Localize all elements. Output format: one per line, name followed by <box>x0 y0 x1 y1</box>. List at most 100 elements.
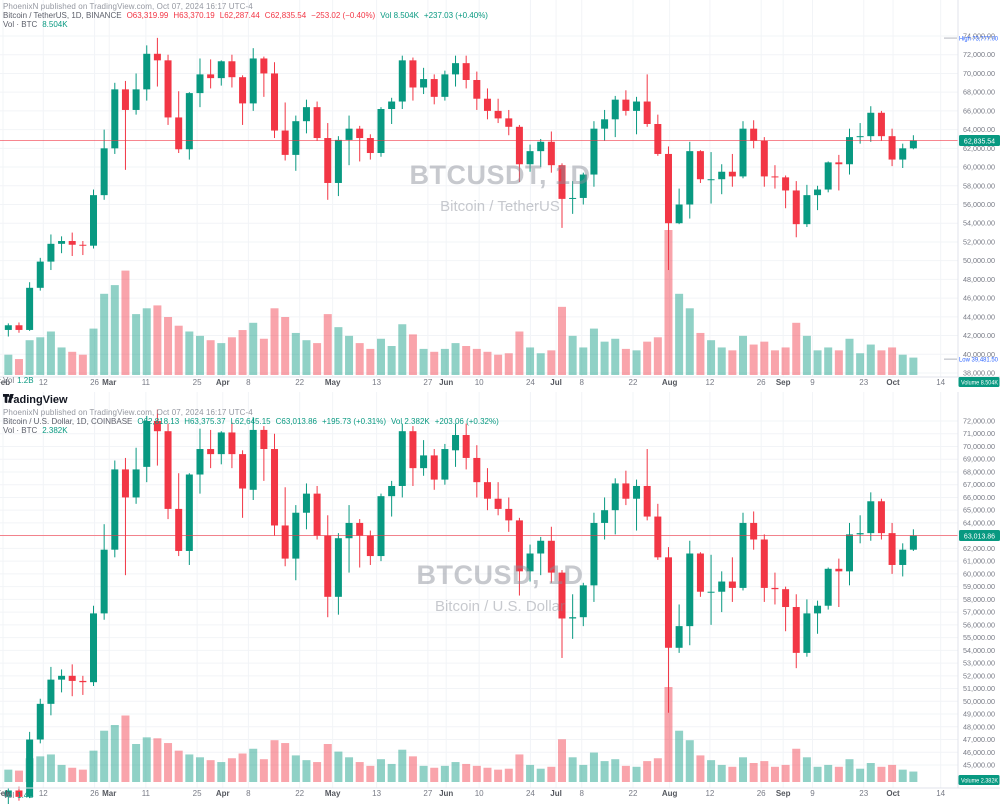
svg-text:70,000.00: 70,000.00 <box>963 69 995 78</box>
svg-text:13: 13 <box>372 789 381 798</box>
legend-token: O62,818.13 <box>137 417 180 426</box>
svg-text:27: 27 <box>423 789 432 798</box>
svg-text:69,000.00: 69,000.00 <box>963 455 995 464</box>
svg-text:Mar: Mar <box>102 789 116 798</box>
svg-text:Aug: Aug <box>662 378 678 387</box>
svg-text:Mar: Mar <box>102 378 116 387</box>
legend-line2: Vol · BTC 2.382K <box>3 426 73 435</box>
high-price-label: High 73,777.00 <box>944 37 999 43</box>
svg-text:12: 12 <box>39 378 48 387</box>
svg-text:Jun: Jun <box>439 378 453 387</box>
svg-text:67,000.00: 67,000.00 <box>963 480 995 489</box>
svg-text:42,000.00: 42,000.00 <box>963 331 995 340</box>
svg-text:49,000.00: 49,000.00 <box>963 710 995 719</box>
svg-text:Apr: Apr <box>216 789 230 798</box>
svg-text:May: May <box>325 378 341 387</box>
svg-text:52,000.00: 52,000.00 <box>963 671 995 680</box>
svg-text:53,000.00: 53,000.00 <box>963 659 995 668</box>
svg-text:56,000.00: 56,000.00 <box>963 620 995 629</box>
svg-text:8: 8 <box>579 789 584 798</box>
svg-text:38,000.00: 38,000.00 <box>963 369 995 378</box>
btcusdt-candlestick-chart[interactable]: 38,000.00 40,000.00 42,000.00 44,000.00 46,0… <box>0 0 1000 392</box>
legend-token: +203.06 (+0.32%) <box>434 417 499 426</box>
svg-text:50,000.00: 50,000.00 <box>963 256 995 265</box>
svg-text:Oct: Oct <box>886 789 900 798</box>
svg-text:Volume 8.504K: Volume 8.504K <box>961 380 999 387</box>
volume-bars <box>4 230 918 375</box>
time-scale[interactable]: Feb1226Mar1125Apr822May1327Jun1024Jul822… <box>0 789 946 798</box>
svg-text:44,000.00: 44,000.00 <box>963 312 995 321</box>
corner-volume-value: 1.2B <box>17 376 34 385</box>
volume-bars <box>4 687 918 782</box>
legend-line2: Vol · BTC 8.504K <box>3 20 73 29</box>
svg-text:46,000.00: 46,000.00 <box>963 294 995 303</box>
legend-token: Vol 8.504K <box>380 11 419 20</box>
svg-text:8: 8 <box>246 378 251 387</box>
corner-volume-title: Vol <box>3 376 15 385</box>
svg-text:22: 22 <box>629 789 638 798</box>
svg-text:26: 26 <box>757 378 766 387</box>
svg-text:27: 27 <box>423 378 432 387</box>
svg-text:Feb: Feb <box>0 789 10 798</box>
svg-text:8: 8 <box>246 789 251 798</box>
tradingview-logo[interactable]: TradingView <box>3 394 68 406</box>
last-price-badge: 62,835.54 <box>959 135 1000 147</box>
svg-text:70,000.00: 70,000.00 <box>963 442 995 451</box>
svg-text:74,000.00: 74,000.00 <box>963 32 995 41</box>
legend-token: H63,375.37 <box>184 417 226 426</box>
svg-text:59,000.00: 59,000.00 <box>963 582 995 591</box>
svg-text:9: 9 <box>810 378 815 387</box>
svg-text:64,000.00: 64,000.00 <box>963 518 995 527</box>
legend-token: L62,645.15 <box>230 417 271 426</box>
legend-token: Bitcoin / TetherUS, 1D, BINANCE <box>3 11 122 20</box>
svg-text:66,000.00: 66,000.00 <box>963 106 995 115</box>
btcusd-candlestick-chart[interactable]: 45,000.00 46,000.00 47,000.00 48,000.00 49,0… <box>0 392 1000 804</box>
svg-text:68,000.00: 68,000.00 <box>963 88 995 97</box>
svg-text:48,000.00: 48,000.00 <box>963 722 995 731</box>
price-scale[interactable]: 45,000.00 46,000.00 47,000.00 48,000.00 49,0… <box>963 417 995 770</box>
svg-text:23: 23 <box>859 789 868 798</box>
svg-text:51,000.00: 51,000.00 <box>963 684 995 693</box>
svg-text:72,000.00: 72,000.00 <box>963 50 995 59</box>
svg-text:58,000.00: 58,000.00 <box>963 595 995 604</box>
svg-text:13: 13 <box>372 378 381 387</box>
svg-text:Feb: Feb <box>0 378 10 387</box>
legend-token: 8.504K <box>42 20 68 29</box>
low-price-label: Low 39,481.50 <box>944 358 999 364</box>
svg-text:12: 12 <box>39 789 48 798</box>
svg-text:12: 12 <box>705 789 714 798</box>
svg-text:56,000.00: 56,000.00 <box>963 200 995 209</box>
svg-text:60,000.00: 60,000.00 <box>963 569 995 578</box>
time-scale[interactable]: Feb1226Mar1125Apr822May1327Jun1024Jul822… <box>0 378 946 387</box>
candles <box>4 409 917 804</box>
legend-token: Vol 2.382K <box>391 417 430 426</box>
legend-token: Bitcoin / U.S. Dollar, 1D, COINBASE <box>3 417 133 426</box>
chart-panel-btcusd: 45,000.00 46,000.00 47,000.00 48,000.00 49,0… <box>0 392 1000 804</box>
svg-text:40,000.00: 40,000.00 <box>963 350 995 359</box>
svg-text:63,013.86: 63,013.86 <box>964 533 995 540</box>
last-price-badge: 63,013.86 <box>959 529 1000 541</box>
legend-token: 2.382K <box>42 426 68 435</box>
candles <box>4 37 917 337</box>
svg-text:May: May <box>325 789 341 798</box>
attribution-text: PhoenixN published on TradingView.com, O… <box>3 2 253 11</box>
svg-text:64,000.00: 64,000.00 <box>963 125 995 134</box>
legend-token: +237.03 (+0.40%) <box>423 11 488 20</box>
legend-token: −253.02 (−0.40%) <box>311 11 376 20</box>
svg-text:71,000.00: 71,000.00 <box>963 429 995 438</box>
legend-token: Vol · BTC <box>3 426 38 435</box>
svg-text:55,000.00: 55,000.00 <box>963 633 995 642</box>
svg-text:8: 8 <box>579 378 584 387</box>
corner-volume-label: Vol 1.4B <box>3 791 34 800</box>
legend-token: C62,835.54 <box>264 11 307 20</box>
svg-text:52,000.00: 52,000.00 <box>963 237 995 246</box>
legend-line1: Bitcoin / U.S. Dollar, 1D, COINBASE O62,8… <box>3 417 504 426</box>
svg-text:48,000.00: 48,000.00 <box>963 275 995 284</box>
svg-text:26: 26 <box>757 789 766 798</box>
corner-volume-title: Vol <box>3 791 15 800</box>
legend-token: H63,370.19 <box>173 11 215 20</box>
price-scale[interactable]: 38,000.00 40,000.00 42,000.00 44,000.00 46,0… <box>963 32 995 378</box>
legend-token: O63,319.99 <box>126 11 169 20</box>
svg-text:11: 11 <box>142 378 151 387</box>
svg-text:26: 26 <box>90 789 99 798</box>
